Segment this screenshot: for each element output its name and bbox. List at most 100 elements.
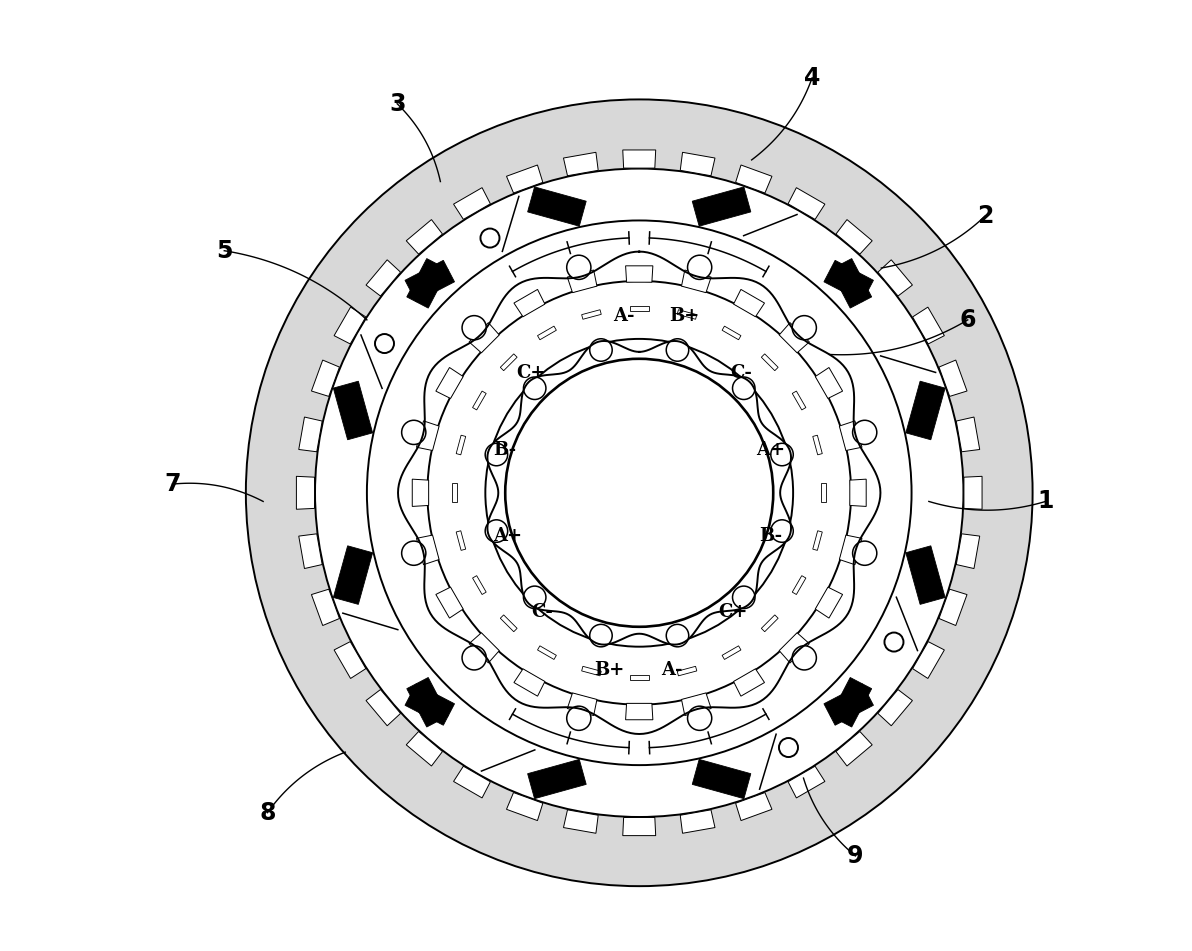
Polygon shape [824, 684, 874, 726]
Polygon shape [913, 307, 944, 344]
Circle shape [688, 707, 712, 730]
Text: 7: 7 [164, 472, 181, 496]
Text: B-: B- [759, 527, 782, 545]
Polygon shape [780, 632, 809, 663]
Polygon shape [821, 483, 826, 502]
Polygon shape [939, 590, 967, 626]
Text: 4: 4 [803, 66, 820, 89]
Circle shape [566, 707, 591, 730]
Circle shape [771, 520, 793, 542]
Polygon shape [681, 152, 715, 176]
Polygon shape [436, 367, 464, 398]
Circle shape [793, 316, 817, 340]
Text: B-: B- [493, 440, 517, 458]
Polygon shape [879, 260, 912, 296]
Circle shape [402, 541, 426, 565]
Polygon shape [762, 615, 778, 631]
Polygon shape [311, 360, 340, 397]
Polygon shape [528, 187, 586, 226]
Polygon shape [681, 810, 715, 833]
Polygon shape [452, 483, 457, 502]
Polygon shape [831, 259, 871, 308]
Polygon shape [626, 704, 653, 720]
Polygon shape [629, 306, 648, 311]
Polygon shape [813, 436, 822, 455]
Text: B+: B+ [594, 661, 625, 679]
Polygon shape [416, 421, 439, 451]
Circle shape [523, 377, 546, 399]
Polygon shape [366, 689, 401, 726]
Circle shape [246, 100, 1032, 886]
Circle shape [315, 168, 963, 817]
Polygon shape [622, 818, 656, 836]
Polygon shape [793, 575, 806, 594]
Circle shape [505, 359, 774, 627]
Polygon shape [334, 642, 366, 678]
Polygon shape [813, 531, 822, 551]
Text: 5: 5 [216, 239, 232, 262]
Polygon shape [839, 421, 862, 451]
Polygon shape [677, 310, 697, 320]
Polygon shape [538, 326, 557, 340]
Polygon shape [906, 381, 945, 439]
Polygon shape [693, 187, 751, 226]
Polygon shape [780, 322, 809, 353]
Circle shape [485, 339, 793, 647]
Polygon shape [501, 615, 517, 631]
Polygon shape [831, 677, 871, 727]
Circle shape [852, 420, 877, 444]
Polygon shape [824, 261, 874, 301]
Polygon shape [682, 693, 712, 715]
Text: A-: A- [662, 661, 683, 679]
Polygon shape [836, 220, 873, 254]
Polygon shape [567, 693, 597, 715]
Polygon shape [815, 367, 843, 398]
Polygon shape [507, 165, 542, 193]
Circle shape [771, 443, 793, 466]
Polygon shape [416, 535, 439, 565]
Polygon shape [412, 479, 429, 507]
Polygon shape [722, 646, 741, 659]
Polygon shape [405, 261, 454, 301]
Text: A-: A- [613, 306, 634, 324]
Polygon shape [514, 289, 545, 317]
Polygon shape [470, 632, 499, 663]
Circle shape [590, 339, 613, 361]
Polygon shape [677, 667, 697, 676]
Polygon shape [406, 220, 442, 254]
Polygon shape [693, 760, 751, 799]
Polygon shape [299, 417, 322, 452]
Polygon shape [622, 150, 656, 168]
Polygon shape [582, 667, 601, 676]
Polygon shape [956, 534, 980, 569]
Text: A+: A+ [756, 440, 786, 458]
Text: 1: 1 [1037, 490, 1054, 514]
Circle shape [462, 316, 486, 340]
Circle shape [733, 377, 755, 399]
Polygon shape [472, 391, 486, 410]
Polygon shape [879, 689, 912, 726]
Circle shape [480, 228, 499, 247]
Polygon shape [470, 322, 499, 353]
Circle shape [566, 255, 591, 280]
Polygon shape [501, 354, 517, 371]
Polygon shape [334, 381, 373, 439]
Polygon shape [906, 546, 945, 605]
Text: B+: B+ [669, 306, 700, 324]
Polygon shape [815, 587, 843, 618]
Circle shape [780, 738, 797, 757]
Polygon shape [538, 646, 557, 659]
Polygon shape [457, 531, 466, 551]
Circle shape [367, 221, 912, 766]
Polygon shape [788, 767, 825, 798]
Polygon shape [850, 479, 867, 507]
Polygon shape [436, 587, 464, 618]
Polygon shape [366, 260, 401, 296]
Polygon shape [582, 310, 601, 320]
Polygon shape [735, 165, 772, 193]
Circle shape [666, 339, 689, 361]
Circle shape [666, 625, 689, 647]
Text: 9: 9 [848, 844, 864, 868]
Circle shape [688, 255, 712, 280]
Polygon shape [406, 259, 448, 308]
